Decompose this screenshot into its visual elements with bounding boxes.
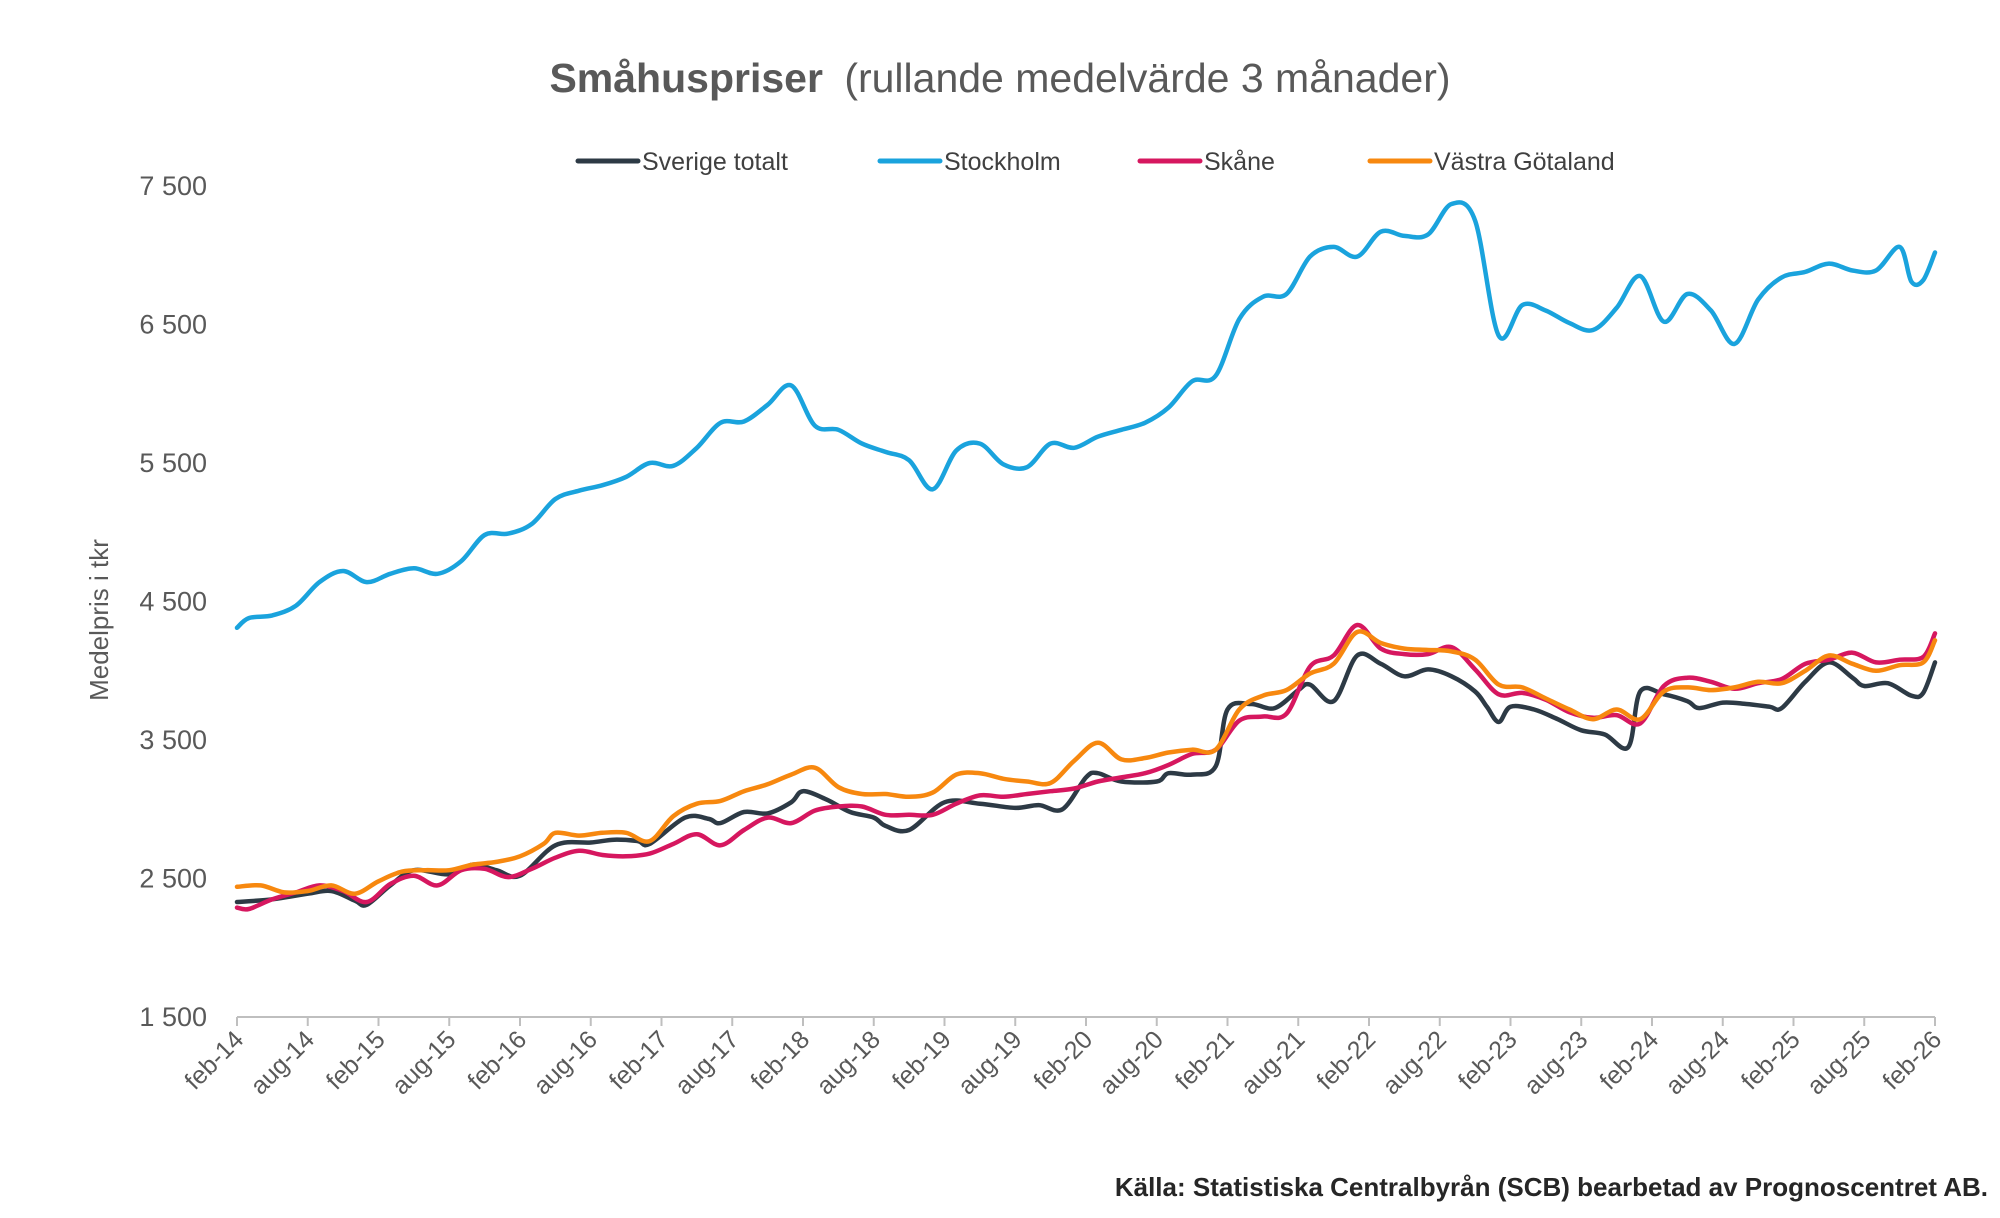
x-tick-label: aug-14 xyxy=(245,1025,320,1100)
y-tick-label: 4 500 xyxy=(139,587,207,617)
x-tick-label: aug-21 xyxy=(1236,1025,1311,1100)
legend-label: Skåne xyxy=(1204,148,1275,176)
x-tick-label: feb-23 xyxy=(1453,1025,1523,1095)
series-line-skåne xyxy=(234,622,1938,912)
y-tick-label: 2 500 xyxy=(139,864,207,894)
x-tick-label: feb-18 xyxy=(745,1025,815,1095)
x-tick-label: feb-16 xyxy=(462,1025,532,1095)
x-tick-label: aug-16 xyxy=(528,1025,603,1100)
x-tick-label: feb-21 xyxy=(1170,1025,1240,1095)
y-tick-label: 1 500 xyxy=(139,1002,207,1032)
x-tick-label: feb-14 xyxy=(179,1025,249,1095)
x-tick-label: feb-15 xyxy=(321,1025,391,1095)
series-line-sverige-totalt xyxy=(234,651,1938,908)
legend-label: Västra Götaland xyxy=(1434,148,1615,176)
chart-subtitle: (rullande medelvärde 3 månader) xyxy=(844,55,1450,101)
x-tick-label: aug-23 xyxy=(1519,1025,1594,1100)
x-tick-label: aug-17 xyxy=(670,1025,745,1100)
source-note: Källa: Statistiska Centralbyrån (SCB) be… xyxy=(1115,1172,1988,1202)
x-tick-label: feb-19 xyxy=(887,1025,957,1095)
x-tick-label: feb-25 xyxy=(1736,1025,1806,1095)
legend: Sverige totalt Stockholm Skåne Västra Götal… xyxy=(575,148,1615,176)
x-tick-label: aug-15 xyxy=(387,1025,462,1100)
x-tick-label: aug-22 xyxy=(1377,1025,1452,1100)
series-line-stockholm xyxy=(234,200,1938,631)
legend-label: Stockholm xyxy=(944,148,1061,176)
chart-title-main: Småhuspriser xyxy=(549,55,822,101)
series-line-västra-götaland xyxy=(234,629,1938,896)
y-tick-label: 3 500 xyxy=(139,725,207,755)
x-tick-label: feb-24 xyxy=(1594,1025,1664,1095)
legend-label: Sverige totalt xyxy=(642,148,788,176)
x-tick-label: aug-19 xyxy=(953,1025,1028,1100)
y-axis-ticks: 1 500 2 500 3 500 4 500 5 500 6 500 7 500 xyxy=(139,171,207,1032)
x-tick-label: feb-26 xyxy=(1877,1025,1947,1095)
x-tick-label: feb-22 xyxy=(1311,1025,1381,1095)
series-lines xyxy=(234,200,1938,912)
x-tick-label: aug-25 xyxy=(1802,1025,1877,1100)
x-tick-label: aug-24 xyxy=(1660,1025,1735,1100)
y-tick-label: 6 500 xyxy=(139,310,207,340)
x-tick-label: feb-20 xyxy=(1028,1025,1098,1095)
x-tick-label: feb-17 xyxy=(604,1025,674,1095)
y-axis-title: Medelpris i tkr xyxy=(84,539,114,701)
chart-title: Småhuspriser (rullande medelvärde 3 måna… xyxy=(549,55,1450,101)
x-tick-label: aug-18 xyxy=(811,1025,886,1100)
x-tick-label: aug-20 xyxy=(1094,1025,1169,1100)
y-tick-label: 5 500 xyxy=(139,448,207,478)
y-tick-label: 7 500 xyxy=(139,171,207,201)
